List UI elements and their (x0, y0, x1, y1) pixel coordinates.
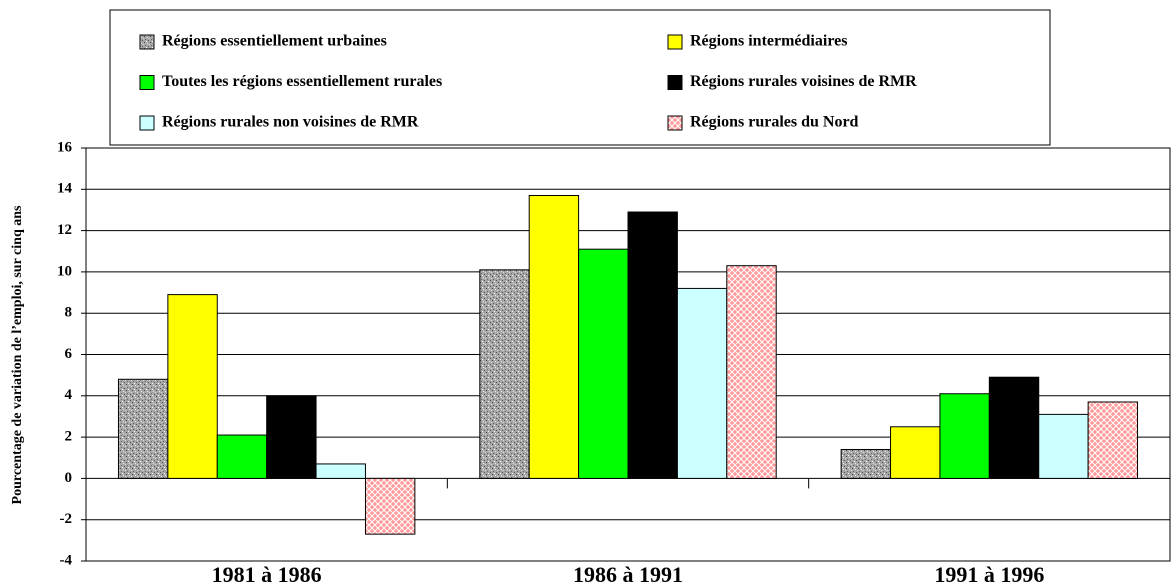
y-tick-label: 8 (65, 305, 73, 321)
legend-swatch (139, 75, 155, 90)
bar (167, 294, 218, 479)
bar (890, 426, 941, 479)
y-tick-label: 16 (57, 139, 73, 155)
bar (1038, 413, 1089, 479)
legend-label: Régions rurales voisines de RMR (690, 73, 917, 90)
bar (266, 395, 317, 479)
bar (939, 393, 990, 479)
bar (364, 477, 416, 535)
bar (676, 287, 728, 479)
bar (528, 194, 580, 479)
legend-swatch (139, 115, 155, 131)
y-tick-label: -2 (60, 511, 73, 527)
bar (726, 265, 777, 479)
legend-label: Régions rurales non voisines de RMR (162, 114, 419, 131)
bar (117, 378, 169, 479)
y-tick-label: 14 (57, 181, 73, 197)
legend-label: Régions intermédiaires (690, 33, 847, 50)
y-tick-label: 0 (65, 470, 73, 486)
legend-swatch (667, 75, 683, 90)
x-tick-label: 1986 à 1991 (573, 562, 683, 585)
bar (627, 211, 678, 479)
bar (216, 434, 268, 479)
bar (1087, 401, 1139, 479)
x-tick-label: 1981 à 1986 (212, 562, 322, 585)
bar (479, 269, 530, 479)
y-tick-label: -4 (60, 552, 73, 568)
y-tick-label: 2 (65, 429, 73, 445)
x-tick-label: 1991 à 1996 (934, 562, 1044, 585)
bar (578, 248, 629, 479)
y-tick-label: 4 (65, 387, 73, 403)
legend-swatch (139, 34, 155, 50)
legend-box (109, 9, 1051, 146)
legend-label: Toutes les régions essentiellement rural… (162, 73, 442, 90)
y-tick-label: 12 (57, 222, 72, 238)
bar (840, 448, 892, 479)
y-tick-label: 6 (65, 346, 73, 362)
legend-swatch (667, 115, 683, 131)
legend-swatch (667, 34, 683, 50)
y-axis-label: Pourcentage de variation de l’emploi, su… (10, 205, 25, 504)
bar (988, 376, 1040, 479)
plot-frame (85, 147, 1171, 562)
y-tick-label: 10 (57, 263, 72, 279)
bar (315, 463, 366, 479)
legend-label: Régions essentiellement urbaines (162, 33, 387, 50)
legend-label: Régions rurales du Nord (690, 114, 859, 131)
